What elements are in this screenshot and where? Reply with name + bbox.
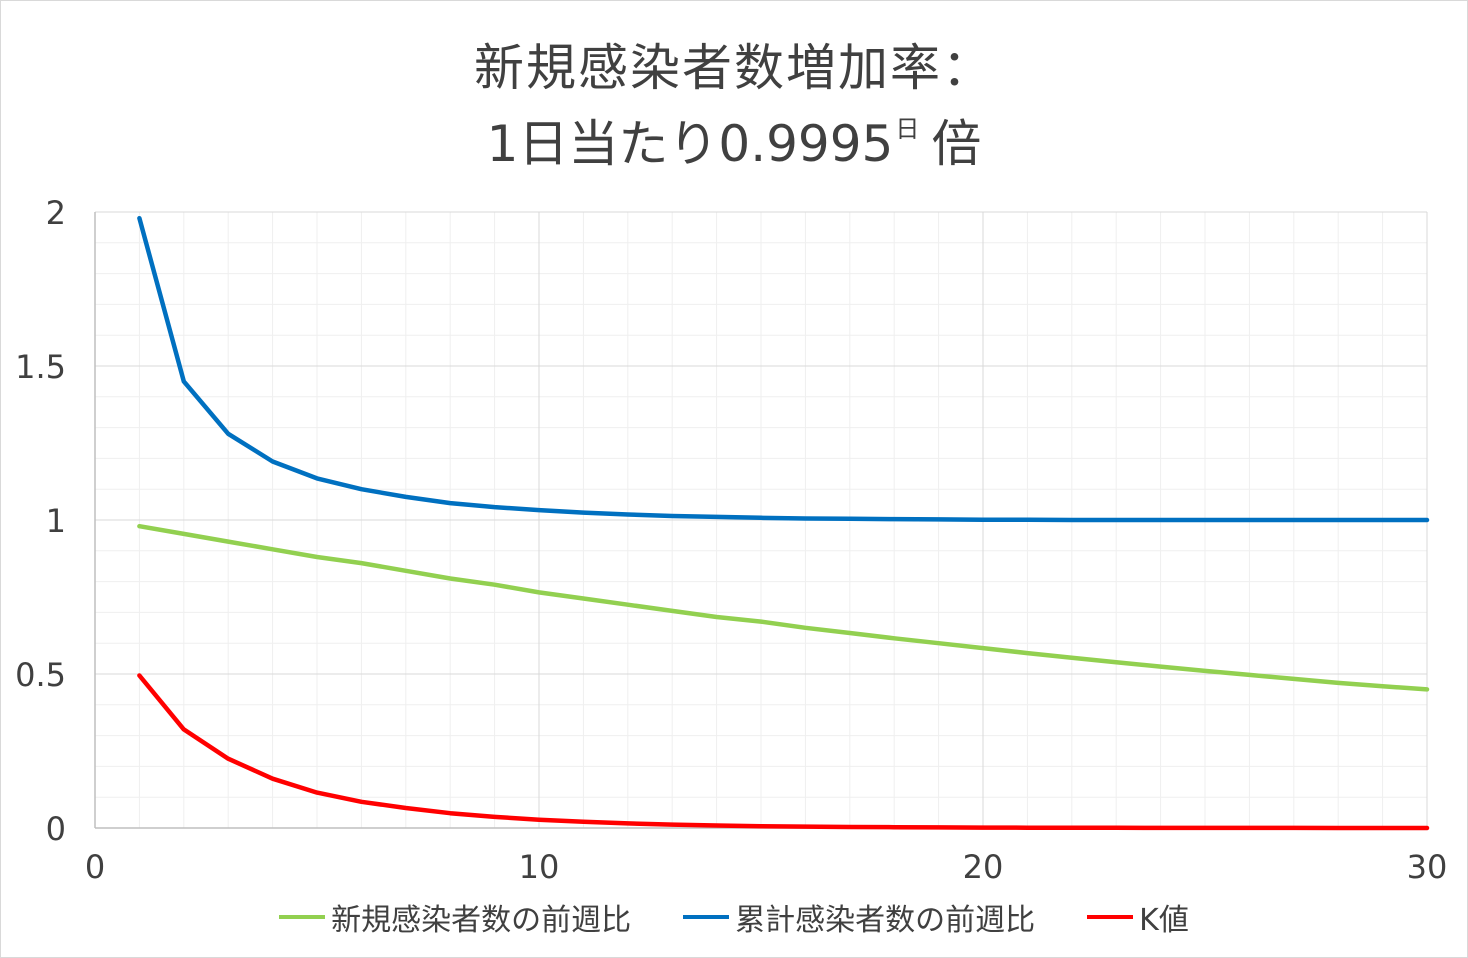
legend-item-cumulative: 累計感染者数の前週比: [683, 895, 1035, 939]
legend-label-new-cases: 新規感染者数の前週比: [331, 903, 632, 938]
y-tick-label: 2: [46, 194, 66, 232]
legend-item-k-value: K値: [1087, 895, 1189, 939]
x-tick-label: 30: [1407, 848, 1448, 886]
y-tick-label: 1: [46, 502, 66, 540]
series-line-k-value: [137, 673, 1430, 831]
x-tick-label: 10: [519, 848, 560, 886]
chart-title-line2: 1日当たり0.9995日倍: [0, 104, 1468, 176]
series-line-new-cases: [137, 523, 1430, 692]
legend-label-cumulative: 累計感染者数の前週比: [735, 903, 1036, 938]
y-tick-label: 1.5: [15, 348, 66, 386]
legend-swatch-new-cases: [279, 915, 326, 919]
chart-title-suffix: 倍: [931, 115, 982, 173]
legend-swatch-k-value: [1087, 915, 1134, 919]
x-tick-label: 20: [963, 848, 1004, 886]
legend-item-new-cases: 新規感染者数の前週比: [279, 895, 631, 939]
chart-title-superscript: 日: [895, 115, 920, 143]
chart-title-line1: 新規感染者数増加率：: [474, 39, 994, 97]
series-line-cumulative: [137, 215, 1430, 523]
chart-title-prefix: 1日当たり0.9995: [486, 115, 894, 173]
legend: 新規感染者数の前週比 累計感染者数の前週比 K値: [0, 895, 1468, 939]
y-tick-label: 0: [46, 810, 66, 848]
legend-label-k-value: K値: [1139, 903, 1189, 938]
y-tick-label: 0.5: [15, 656, 66, 694]
x-tick-label: 0: [85, 848, 105, 886]
legend-swatch-cumulative: [683, 915, 730, 919]
